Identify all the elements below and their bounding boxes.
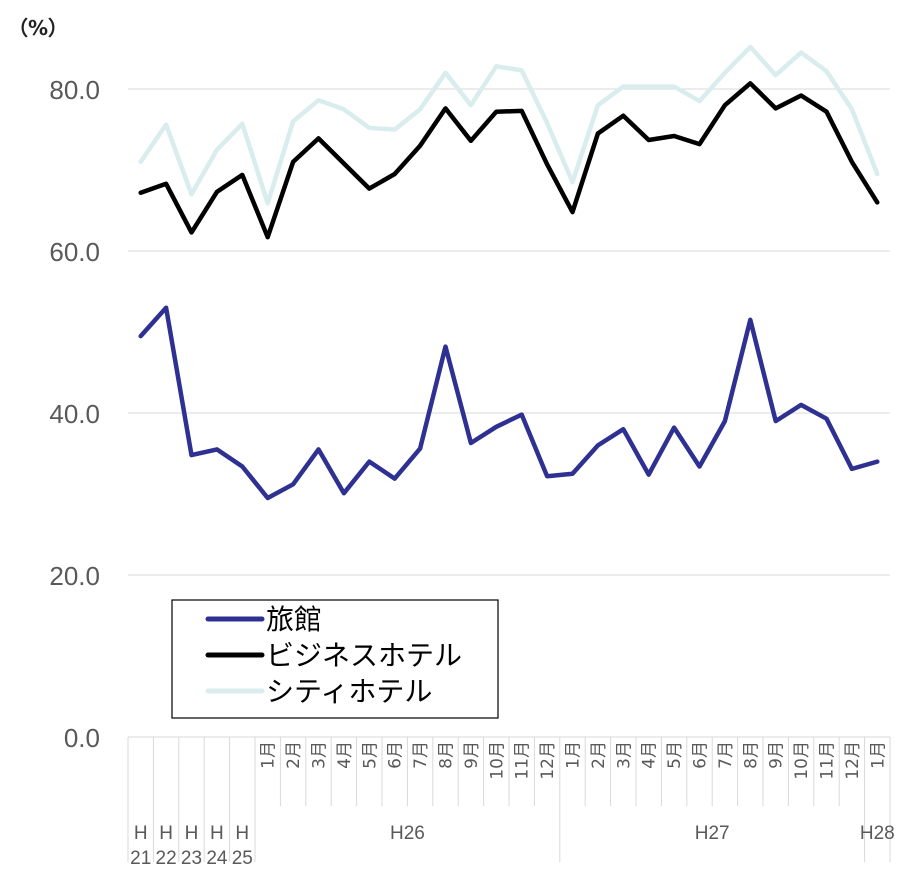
x-tick-label: 2月	[589, 741, 609, 769]
x-tick-label: 1月	[259, 741, 279, 769]
x-group-label-year: 25	[232, 848, 253, 869]
x-group-label: H	[185, 823, 199, 844]
series-line	[138, 44, 880, 206]
x-tick-label: 3月	[310, 741, 330, 769]
y-tick-label: 80.0	[49, 75, 100, 105]
x-tick-label: 11月	[513, 741, 533, 780]
x-tick-label: 6月	[691, 741, 711, 769]
x-tick-label: 7月	[716, 741, 736, 769]
legend-label: ビジネスホテル	[266, 639, 462, 672]
legend-label: シティホテル	[266, 675, 432, 708]
x-tick-label: 1月	[868, 741, 888, 769]
y-tick-label: 20.0	[49, 561, 100, 591]
x-tick-label: 5月	[665, 741, 685, 769]
y-axis-unit: （%）	[8, 16, 69, 40]
x-tick-label: 12月	[538, 741, 558, 780]
x-tick-label: 3月	[614, 741, 634, 769]
series-line	[138, 305, 880, 501]
x-tick-label: 2月	[284, 741, 304, 769]
y-tick-label: 60.0	[49, 237, 100, 267]
x-group-label: H28	[860, 823, 895, 844]
series-line	[138, 81, 880, 240]
x-group-label: H	[210, 823, 224, 844]
x-tick-label: 1月	[564, 741, 584, 769]
x-tick-label: 10月	[792, 741, 812, 780]
x-tick-label: 4月	[335, 741, 355, 769]
x-group-label-year: 22	[156, 848, 177, 869]
x-tick-label: 5月	[360, 741, 380, 769]
x-tick-label: 6月	[386, 741, 406, 769]
x-tick-label: 9月	[767, 741, 787, 769]
x-tick-label: 10月	[487, 741, 507, 780]
x-group-label-year: 23	[181, 848, 202, 869]
x-group-label: H	[159, 823, 173, 844]
x-group-label-year: 21	[130, 848, 151, 869]
x-tick-label: 8月	[437, 741, 457, 769]
y-tick-label: 40.0	[49, 399, 100, 429]
x-group-label: H	[235, 823, 249, 844]
x-group-label: H	[134, 823, 148, 844]
x-tick-label: 9月	[462, 741, 482, 769]
x-tick-label: 12月	[843, 741, 863, 780]
x-tick-label: 8月	[741, 741, 761, 769]
y-tick-label: 0.0	[64, 723, 100, 753]
x-group-label: H26	[390, 823, 425, 844]
x-tick-label: 11月	[818, 741, 838, 780]
legend-label: 旅館	[266, 603, 322, 636]
x-group-label-year: 24	[206, 848, 228, 869]
x-group-label: H27	[695, 823, 730, 844]
x-tick-label: 7月	[411, 741, 431, 769]
x-tick-label: 4月	[640, 741, 660, 769]
